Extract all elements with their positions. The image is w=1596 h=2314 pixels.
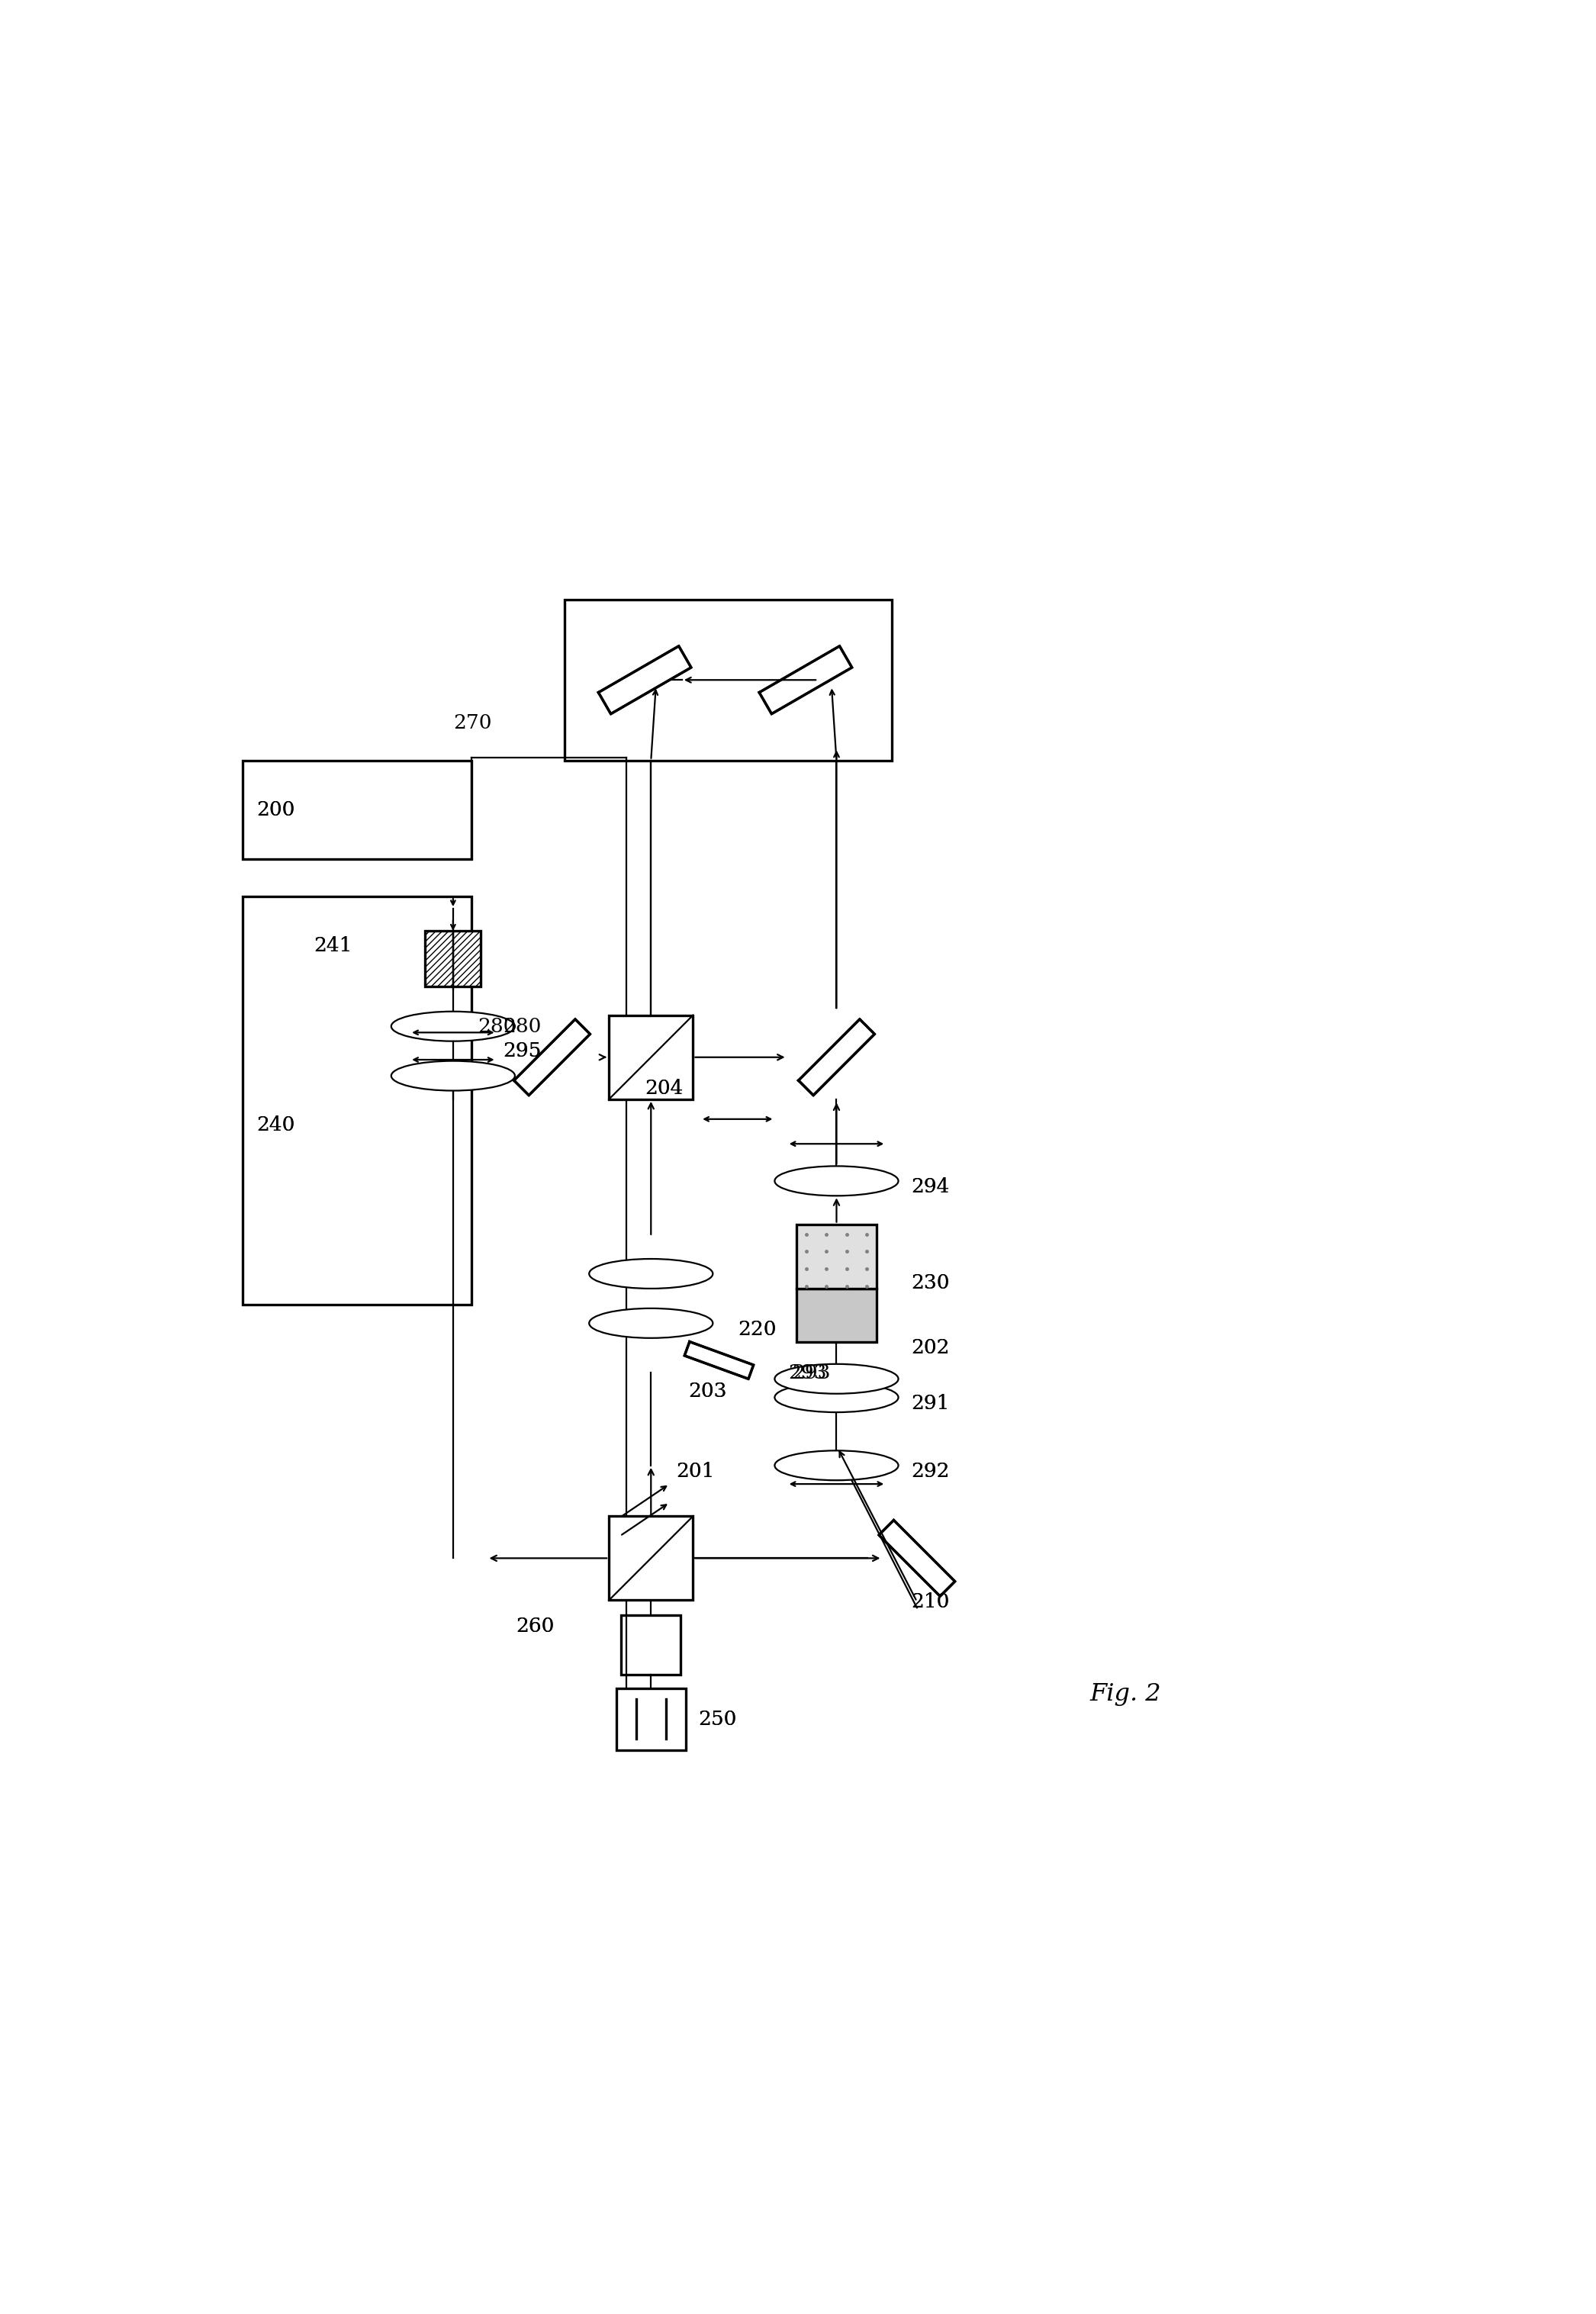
Text: 203: 203: [688, 1381, 726, 1400]
Text: 280: 280: [477, 1016, 516, 1037]
Text: 240: 240: [257, 1115, 295, 1134]
Text: 210: 210: [911, 1592, 950, 1611]
Text: 295: 295: [503, 1041, 541, 1060]
Bar: [616, 1689, 686, 1749]
Text: 270: 270: [453, 713, 492, 734]
Ellipse shape: [774, 1451, 899, 1481]
Text: 210: 210: [911, 1592, 950, 1611]
Ellipse shape: [391, 1060, 516, 1090]
Ellipse shape: [774, 1166, 899, 1196]
Text: 291: 291: [911, 1393, 950, 1414]
Text: 293: 293: [792, 1363, 830, 1381]
Polygon shape: [879, 1520, 954, 1597]
Text: 295: 295: [503, 1041, 541, 1060]
Text: 230: 230: [911, 1273, 950, 1294]
Bar: [796, 1224, 876, 1289]
Bar: [243, 761, 471, 858]
Polygon shape: [798, 1018, 875, 1095]
Text: 203: 203: [688, 1381, 726, 1400]
Text: 204: 204: [645, 1078, 683, 1097]
Text: 294: 294: [911, 1178, 950, 1196]
Text: 220: 220: [737, 1319, 776, 1340]
Text: 201: 201: [675, 1462, 713, 1481]
Text: 220: 220: [737, 1319, 776, 1340]
Text: 204: 204: [645, 1078, 683, 1097]
Text: 202: 202: [911, 1337, 950, 1358]
Text: 291: 291: [911, 1393, 950, 1414]
Text: 294: 294: [911, 1178, 950, 1196]
Bar: [425, 930, 480, 986]
Bar: [610, 1516, 693, 1601]
Polygon shape: [685, 1342, 753, 1379]
Text: Fig. 2: Fig. 2: [1090, 1682, 1162, 1705]
Polygon shape: [760, 646, 852, 715]
Bar: [621, 1615, 680, 1675]
Text: 292: 292: [911, 1462, 950, 1481]
Text: 260: 260: [516, 1617, 554, 1636]
Text: 200: 200: [257, 801, 295, 819]
Ellipse shape: [774, 1363, 899, 1393]
Text: 293: 293: [788, 1363, 827, 1381]
Polygon shape: [598, 646, 691, 715]
Text: 202: 202: [911, 1337, 950, 1358]
Text: 250: 250: [697, 1710, 736, 1729]
Text: 280: 280: [503, 1016, 541, 1037]
Text: 241: 241: [314, 937, 353, 956]
Text: 250: 250: [697, 1710, 736, 1729]
Text: 240: 240: [257, 1115, 295, 1134]
Ellipse shape: [391, 1011, 516, 1041]
Ellipse shape: [774, 1381, 899, 1412]
Bar: [243, 896, 471, 1305]
Text: 201: 201: [675, 1462, 713, 1481]
Ellipse shape: [589, 1259, 713, 1289]
Text: 292: 292: [911, 1462, 950, 1481]
Ellipse shape: [589, 1307, 713, 1337]
Text: 200: 200: [257, 801, 295, 819]
Text: 241: 241: [314, 937, 353, 956]
Bar: [796, 1289, 876, 1342]
Bar: [565, 599, 892, 761]
Text: 230: 230: [911, 1273, 950, 1294]
Bar: [610, 1016, 693, 1099]
Text: 260: 260: [516, 1617, 554, 1636]
Polygon shape: [514, 1018, 591, 1095]
